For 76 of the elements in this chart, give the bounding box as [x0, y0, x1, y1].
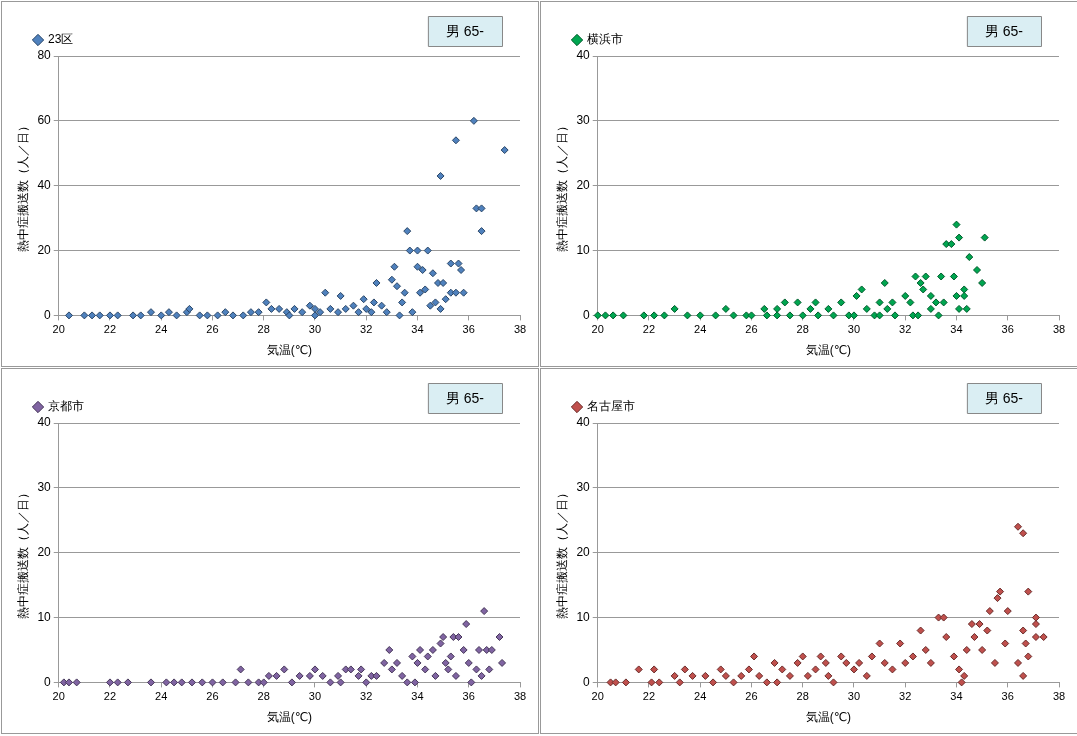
- y-tick-label: 40: [576, 48, 591, 63]
- y-tick-label: 30: [576, 480, 591, 495]
- text: 男 65-: [984, 22, 1024, 39]
- legend-label: 23区: [48, 32, 74, 47]
- y-tick-label: 60: [37, 113, 52, 128]
- y-tick-label: 20: [37, 545, 52, 560]
- text: 男 65-: [445, 22, 485, 39]
- y-tick-label: 40: [37, 415, 52, 430]
- x-tick-label: 20: [52, 690, 65, 703]
- x-tick-label: 22: [103, 323, 117, 336]
- x-tick-label: 38: [1052, 323, 1066, 336]
- x-tick-label: 26: [206, 690, 219, 703]
- y-tick-label: 10: [576, 609, 591, 624]
- x-tick-label: 20: [52, 323, 65, 336]
- x-tick-label: 26: [206, 323, 219, 336]
- x-tick-label: 30: [847, 690, 861, 703]
- x-tick-label: 38: [513, 323, 527, 336]
- x-tick-label: 22: [642, 690, 656, 703]
- y-tick-label: 40: [576, 415, 591, 430]
- x-axis-title: 気温(℃): [805, 343, 852, 358]
- x-tick-label: 22: [642, 323, 656, 336]
- x-axis-title: 気温(℃): [266, 343, 313, 358]
- x-tick-label: 32: [899, 690, 912, 703]
- y-tick-label: 10: [576, 242, 591, 257]
- x-tick-label: 28: [796, 690, 809, 703]
- x-tick-label: 20: [591, 690, 604, 703]
- y-axis-title: 熱中症搬送数（人／日）: [554, 119, 569, 252]
- x-tick-label: 32: [360, 323, 373, 336]
- x-tick-label: 34: [411, 690, 424, 703]
- y-tick-label: 20: [576, 178, 591, 193]
- x-tick-label: 20: [591, 323, 604, 336]
- x-tick-label: 22: [103, 690, 117, 703]
- x-tick-label: 34: [411, 323, 424, 336]
- y-tick-label: 20: [576, 545, 591, 560]
- x-tick-label: 24: [694, 323, 707, 336]
- text: 男 65-: [445, 389, 485, 406]
- x-tick-label: 28: [257, 323, 270, 336]
- legend-label: 京都市: [48, 399, 84, 414]
- x-axis-title: 気温(℃): [266, 710, 313, 725]
- x-axis-title: 気温(℃): [805, 710, 852, 725]
- x-tick-label: 26: [745, 323, 758, 336]
- y-tick-label: 0: [583, 674, 591, 689]
- x-tick-label: 24: [155, 323, 168, 336]
- y-axis-title: 熱中症搬送数（人／日）: [554, 486, 569, 619]
- x-tick-label: 34: [950, 690, 963, 703]
- x-tick-label: 24: [155, 690, 168, 703]
- x-tick-label: 36: [462, 323, 475, 336]
- x-tick-label: 26: [745, 690, 758, 703]
- y-axis-title: 熱中症搬送数（人／日）: [15, 486, 30, 619]
- x-tick-label: 38: [1052, 690, 1066, 703]
- x-tick-label: 30: [847, 323, 861, 336]
- x-tick-label: 36: [462, 690, 475, 703]
- text: 男 65-: [984, 389, 1024, 406]
- x-tick-label: 34: [950, 323, 963, 336]
- y-tick-label: 20: [37, 242, 52, 257]
- x-tick-label: 36: [1001, 690, 1014, 703]
- x-tick-label: 28: [257, 690, 270, 703]
- x-tick-label: 28: [796, 323, 809, 336]
- y-tick-label: 30: [576, 113, 591, 128]
- y-tick-label: 40: [37, 178, 52, 193]
- x-tick-label: 32: [899, 323, 912, 336]
- y-axis-title: 熱中症搬送数（人／日）: [15, 119, 30, 252]
- y-tick-label: 80: [37, 48, 52, 63]
- y-tick-label: 30: [37, 480, 52, 495]
- x-tick-label: 24: [694, 690, 707, 703]
- y-tick-label: 0: [44, 674, 52, 689]
- legend-label: 横浜市: [587, 32, 623, 47]
- legend-label: 名古屋市: [587, 399, 635, 414]
- x-tick-label: 38: [513, 690, 527, 703]
- y-tick-label: 0: [44, 307, 52, 322]
- y-tick-label: 0: [583, 307, 591, 322]
- x-tick-label: 30: [308, 690, 322, 703]
- x-tick-label: 32: [360, 690, 373, 703]
- x-tick-label: 36: [1001, 323, 1014, 336]
- y-tick-label: 10: [37, 609, 52, 624]
- x-tick-label: 30: [308, 323, 322, 336]
